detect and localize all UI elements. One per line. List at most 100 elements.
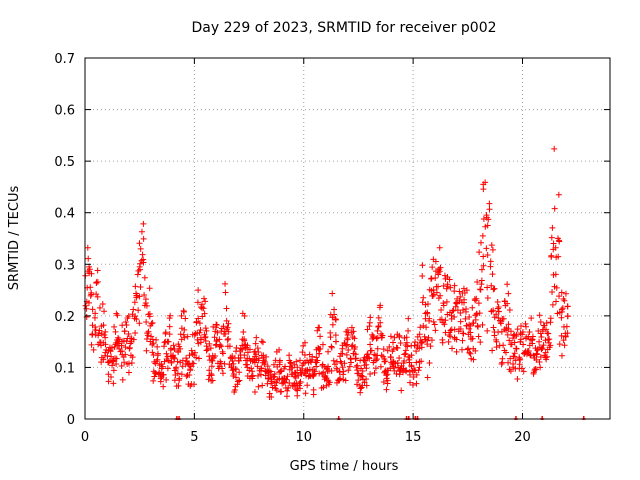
data-point	[424, 310, 431, 317]
data-point	[373, 335, 380, 342]
data-point	[396, 334, 403, 341]
data-point	[164, 365, 171, 372]
data-point	[101, 308, 108, 315]
data-point	[353, 364, 360, 371]
data-point	[511, 350, 518, 357]
data-point	[171, 355, 178, 362]
data-point	[383, 386, 390, 393]
data-point	[507, 328, 514, 335]
data-point	[209, 377, 216, 384]
y-tick-label: 0.3	[54, 258, 75, 273]
data-point	[513, 331, 520, 338]
data-point	[447, 333, 454, 340]
data-point	[551, 145, 558, 152]
axis-ticks: 0 0.1 0.2 0.3 0.4 0.5 0.6 0.7 0 5 10 15 20	[54, 52, 610, 445]
data-point	[174, 370, 181, 377]
data-point	[150, 340, 157, 347]
data-point	[561, 342, 568, 349]
data-point	[484, 222, 491, 229]
data-point	[297, 378, 304, 385]
data-point	[113, 360, 120, 367]
data-point	[229, 367, 236, 374]
data-point	[86, 266, 93, 273]
data-point	[173, 364, 180, 371]
data-point	[488, 242, 495, 249]
data-point	[191, 381, 198, 388]
data-point	[136, 240, 143, 247]
data-point	[294, 364, 301, 371]
data-point	[332, 338, 339, 345]
data-point	[241, 337, 248, 344]
data-point	[264, 363, 271, 370]
data-point	[273, 379, 280, 386]
data-point	[352, 355, 359, 362]
data-point	[87, 292, 94, 299]
data-point	[298, 371, 305, 378]
data-point	[88, 341, 95, 348]
data-point	[206, 367, 213, 374]
data-point	[219, 365, 226, 372]
data-point	[364, 326, 371, 333]
data-point	[370, 333, 377, 340]
data-point	[186, 372, 193, 379]
data-point	[556, 341, 563, 348]
data-point	[390, 359, 397, 366]
data-point	[421, 333, 428, 340]
data-point	[437, 264, 444, 271]
data-point	[445, 338, 452, 345]
data-point	[469, 335, 476, 342]
data-point	[150, 377, 157, 384]
data-point	[141, 274, 148, 281]
data-point	[403, 339, 410, 346]
data-point	[93, 291, 100, 298]
data-point	[325, 348, 332, 355]
data-point	[104, 353, 111, 360]
data-point	[140, 235, 147, 242]
data-point	[144, 332, 151, 339]
data-point	[294, 392, 301, 399]
data-point	[88, 270, 95, 277]
data-point	[270, 361, 277, 368]
data-point	[418, 344, 425, 351]
data-point	[352, 344, 359, 351]
data-point	[136, 320, 143, 327]
data-point	[137, 260, 144, 267]
data-point	[108, 353, 115, 360]
data-point	[517, 338, 524, 345]
data-point	[480, 262, 487, 269]
data-point	[92, 310, 99, 317]
data-point	[374, 327, 381, 334]
data-point	[145, 328, 152, 335]
data-point	[317, 345, 324, 352]
data-point	[348, 324, 355, 331]
data-point	[85, 299, 92, 306]
data-point	[529, 333, 536, 340]
data-point	[102, 328, 109, 335]
data-point	[171, 346, 178, 353]
data-point	[276, 346, 283, 353]
data-point	[143, 302, 150, 309]
data-point	[195, 287, 202, 294]
data-point	[131, 299, 138, 306]
data-point	[146, 313, 153, 320]
data-point	[484, 327, 491, 334]
data-point	[273, 387, 280, 394]
data-point	[268, 380, 275, 387]
data-point	[479, 321, 486, 328]
data-point	[419, 272, 426, 279]
data-point	[325, 381, 332, 388]
data-point	[244, 361, 251, 368]
data-point	[414, 342, 421, 349]
data-point	[429, 292, 436, 299]
data-point	[183, 355, 190, 362]
data-point	[509, 335, 516, 342]
data-point	[410, 373, 417, 380]
data-point	[260, 339, 267, 346]
data-point	[489, 347, 496, 354]
data-point	[84, 244, 91, 251]
data-point	[394, 345, 401, 352]
data-point	[329, 314, 336, 321]
data-point	[128, 360, 135, 367]
data-point	[208, 363, 215, 370]
